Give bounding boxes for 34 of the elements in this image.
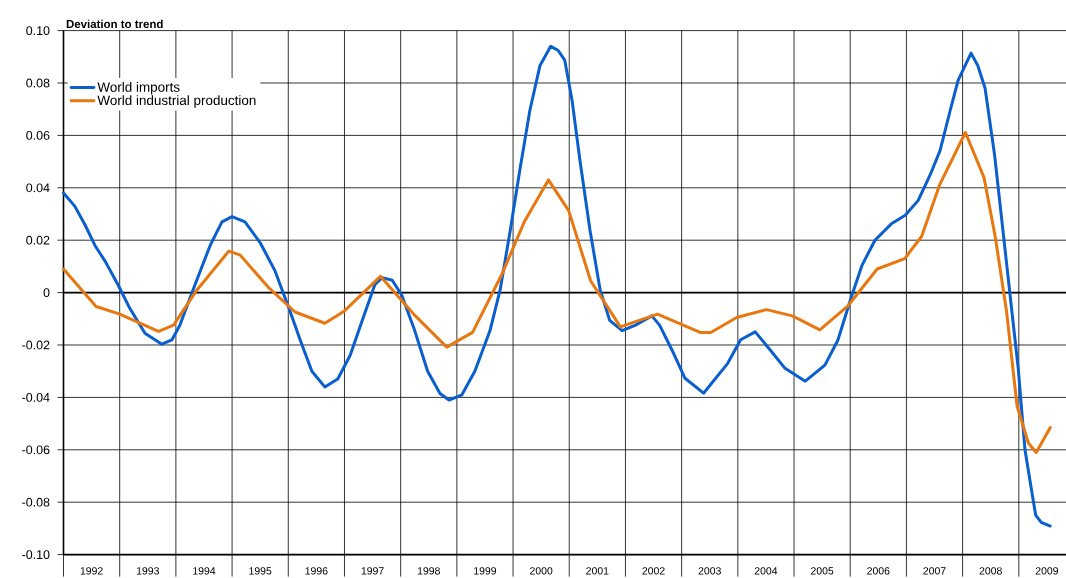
y-tick-label: 0.02 (26, 235, 50, 245)
x-tick-label: 1994 (193, 567, 216, 575)
x-tick-label: 2001 (586, 567, 609, 575)
x-tick-label: 1995 (249, 567, 272, 575)
y-tick-label: -0.08 (22, 497, 50, 507)
x-tick-label: 2006 (867, 567, 890, 575)
x-tick-label: 2002 (642, 567, 665, 575)
y-tick-label: 0.06 (26, 130, 50, 140)
legend-label: World industrial production (97, 95, 256, 108)
x-tick-label: 2005 (811, 567, 834, 575)
x-tick-label: 2008 (979, 567, 1002, 575)
y-tick-label: 0.10 (26, 26, 50, 36)
y-tick-label: 0 (43, 288, 50, 298)
x-tick-label: 1999 (474, 567, 497, 575)
legend-label: World imports (97, 81, 180, 95)
y-tick-label: -0.02 (22, 340, 50, 350)
y-tick-label: 0.04 (26, 183, 50, 193)
x-tick-label: 2009 (1035, 567, 1059, 575)
line-series (62, 44, 1052, 528)
y-tick-label: -0.10 (22, 550, 50, 560)
line-series (62, 131, 1052, 454)
x-tick-label: 2007 (923, 567, 946, 575)
x-tick-label: 2003 (698, 567, 721, 575)
x-tick-label: 1993 (136, 567, 159, 575)
x-tick-label: 1996 (305, 567, 328, 575)
x-tick-label: 1997 (361, 567, 384, 575)
y-tick-label: -0.06 (22, 445, 50, 455)
y-tick-label: -0.04 (22, 393, 50, 402)
y-tick-label: 0.08 (26, 78, 50, 88)
x-tick-label: 1992 (80, 567, 103, 575)
x-tick-label: 1998 (417, 567, 440, 575)
x-tick-label: 2004 (754, 567, 778, 575)
y-axis-title: Deviation to trend (66, 19, 163, 29)
x-tick-label: 2000 (530, 567, 553, 575)
